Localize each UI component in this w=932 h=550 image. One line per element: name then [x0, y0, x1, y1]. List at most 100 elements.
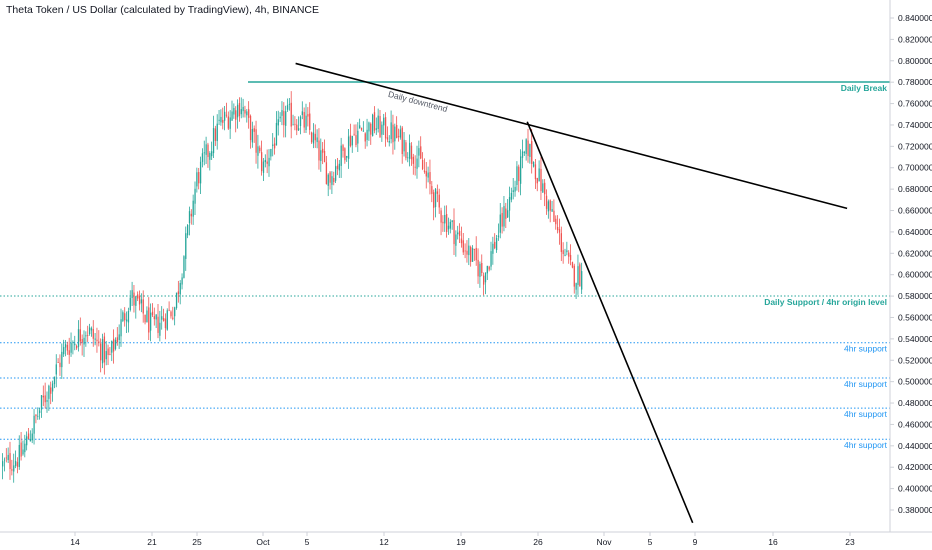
trendline[interactable] [295, 62, 848, 210]
candle-body [453, 220, 455, 245]
candle-body [403, 139, 405, 152]
candle-body [140, 299, 143, 304]
candle-body [312, 132, 315, 144]
candle-body [262, 161, 265, 173]
price-tick-label: 0.68000000 [898, 184, 932, 194]
price-tick-label: 0.50000000 [898, 377, 932, 387]
candle-body [573, 265, 575, 287]
candle-body [266, 161, 268, 164]
candle-body [98, 341, 100, 343]
candle-body [148, 307, 150, 333]
candle-body [503, 206, 505, 227]
candle-body [483, 275, 485, 285]
candle-body [120, 319, 122, 337]
candle-body [494, 241, 496, 249]
candle-body [383, 117, 385, 126]
candle-body [523, 152, 525, 153]
candle-body [96, 339, 98, 341]
candle-body [135, 296, 137, 306]
candle-body [285, 111, 287, 126]
candle-body [532, 161, 535, 167]
candle-body [427, 172, 429, 178]
time-axis: 14 21 25 Oct 5 12 19 26 Nov 5 9 16 23 [0, 531, 932, 547]
candle-body [174, 307, 176, 317]
candle-body [462, 240, 464, 253]
candle-body [471, 248, 474, 262]
candle-body [224, 111, 226, 121]
level-name-label: 4hr support [844, 344, 888, 354]
candle-body [495, 237, 498, 251]
candle-body [331, 176, 333, 185]
price-tick-label: 0.64000000 [898, 227, 932, 237]
candle-body [76, 346, 78, 349]
candle-body [562, 250, 564, 255]
time-tick-label: 25 [192, 537, 202, 547]
trendline[interactable] [526, 121, 694, 524]
candle-body [527, 140, 529, 157]
candle-body [553, 210, 555, 222]
candle-body [181, 277, 183, 285]
candle-body [388, 140, 390, 143]
candle-body [196, 172, 198, 187]
candle-body [124, 313, 126, 321]
candle-body [144, 314, 146, 323]
candle-body [142, 299, 144, 314]
candle-body [118, 334, 120, 340]
candle-body [9, 453, 11, 470]
candle-body [244, 109, 246, 114]
candle-body [440, 210, 442, 223]
time-tick-label: Nov [596, 537, 612, 547]
candles-layer [2, 91, 583, 483]
candle-body [268, 157, 270, 167]
candle-body [516, 166, 518, 186]
candle-body [544, 182, 546, 195]
candle-body [229, 117, 231, 129]
candle-body [305, 115, 307, 130]
candle-body [325, 162, 328, 185]
candle-body [449, 221, 451, 229]
candle-body [405, 142, 407, 159]
candle-body [275, 122, 278, 146]
candle-body [346, 156, 348, 158]
candle-body [507, 210, 509, 218]
candle-body [447, 225, 450, 230]
candle-body [194, 188, 196, 204]
price-tick-label: 0.78000000 [898, 77, 932, 87]
candle-body [101, 339, 104, 364]
candle-body [131, 290, 133, 298]
candle-body [560, 233, 562, 252]
candle-body [281, 110, 283, 116]
candle-body [564, 254, 566, 256]
candle-body [521, 151, 524, 158]
candle-body [220, 116, 222, 123]
candle-body [288, 103, 291, 105]
candle-body [394, 126, 396, 142]
candle-body [225, 114, 228, 116]
candle-body [444, 214, 446, 224]
price-tick-label: 0.66000000 [898, 206, 932, 216]
candle-body [366, 129, 368, 140]
price-tick-label: 0.72000000 [898, 141, 932, 151]
candle-body [188, 211, 191, 224]
candle-body [249, 115, 252, 141]
candle-body [372, 114, 374, 137]
candle-body [88, 327, 91, 335]
candle-body [412, 156, 414, 164]
candle-body [79, 329, 81, 342]
candle-body [581, 271, 583, 290]
candle-body [538, 168, 540, 182]
candle-body [401, 127, 403, 155]
candle-body [48, 385, 50, 399]
candle-body [381, 124, 383, 135]
candle-body [42, 395, 44, 398]
candle-body [299, 116, 302, 126]
time-tick-label: 9 [693, 537, 698, 547]
level-name-label: Daily Break [841, 83, 888, 93]
candle-body [318, 140, 320, 161]
candle-body [74, 343, 76, 346]
candle-body [373, 112, 376, 131]
candle-body [409, 142, 411, 159]
candle-body [323, 150, 326, 163]
